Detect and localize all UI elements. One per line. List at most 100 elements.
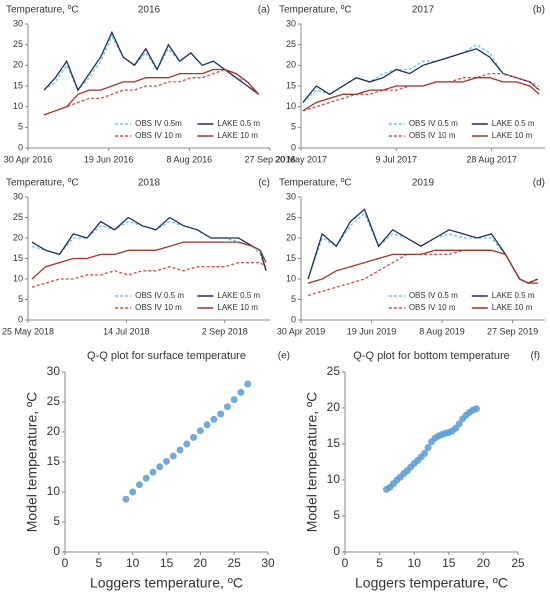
x-tick-label: 8 Aug 2016 [167, 154, 213, 164]
y-tick-label: 0 [291, 314, 296, 324]
y-tick-label: 0 [18, 314, 23, 324]
point [149, 468, 157, 476]
y-tick-label: 20 [286, 60, 296, 70]
series-line [302, 77, 540, 112]
x-tick-label: 25 May 2018 [2, 326, 54, 336]
point [237, 388, 245, 396]
x-tick-label: 20 [194, 556, 208, 570]
point [421, 449, 429, 457]
point [196, 427, 204, 435]
point [210, 415, 218, 423]
x-tick-label: 10 [408, 556, 422, 570]
x-tick-label: 20 [477, 556, 491, 570]
y-tick-label: 30 [13, 191, 23, 201]
y-tick-label: 0 [291, 142, 296, 152]
y-axis-label: Temperature, ºC [6, 178, 79, 189]
chart-title: 2019 [412, 178, 435, 189]
y-tick-label: 15 [327, 436, 341, 450]
x-axis-label: Loggers temperature, ºC [355, 575, 508, 591]
x-tick-label: 0 [342, 556, 349, 570]
panel-label: (c) [258, 178, 270, 189]
panel-label: (b) [533, 5, 545, 16]
y-tick-label: 5 [18, 122, 23, 132]
legend-label: LAKE 0.5 m [492, 291, 535, 300]
series-line [43, 68, 260, 116]
point [142, 474, 150, 482]
legend-label: OBS IV 0.5 m [409, 291, 458, 300]
y-tick-label: 5 [291, 122, 296, 132]
legend-label: LAKE 10 m [492, 131, 533, 140]
point [129, 488, 137, 496]
x-tick-label: 28 Aug 2017 [466, 154, 517, 164]
legend-label: OBS IV 0.5m [135, 119, 182, 128]
point [223, 403, 231, 411]
y-tick-label: 10 [286, 273, 296, 283]
panel-label: (d) [533, 178, 545, 189]
x-tick-label: 5 [376, 556, 383, 570]
legend-label: OBS IV 10 m [135, 303, 182, 312]
series-line [307, 249, 538, 284]
y-tick-label: 10 [13, 273, 23, 283]
point [472, 405, 480, 413]
y-tick-label: 20 [286, 232, 296, 242]
series-line [31, 241, 267, 280]
y-axis-label: Temperature, ºC [279, 178, 352, 189]
x-tick-label: 19 Jun 2019 [347, 326, 397, 336]
y-tick-label: 30 [13, 18, 23, 28]
point [135, 481, 143, 489]
chart-title: 2016 [138, 5, 161, 16]
y-tick-label: 20 [13, 232, 23, 242]
legend-label: LAKE 10 m [217, 303, 258, 312]
panel-label: (e) [278, 351, 290, 362]
series-line [31, 261, 267, 288]
x-tick-label: 30 [261, 556, 275, 570]
series-line [43, 30, 260, 95]
series-line [31, 216, 267, 271]
point [122, 495, 130, 503]
x-tick-label: 5 [95, 556, 102, 570]
legend-label: LAKE 10 m [217, 131, 258, 140]
y-tick-label: 10 [47, 484, 61, 498]
y-tick-label: 15 [47, 454, 61, 468]
x-axis-label: Loggers temperature, ºC [90, 575, 243, 591]
y-axis-label: Temperature, ºC [279, 5, 352, 16]
y-tick-label: 20 [47, 424, 61, 438]
y-tick-label: 25 [327, 364, 341, 378]
legend-label: OBS IV 0.5 m [409, 119, 458, 128]
legend-label: LAKE 10 m [492, 303, 533, 312]
y-axis-label: Model temperature, ºC [304, 392, 320, 533]
y-tick-label: 15 [13, 80, 23, 90]
x-tick-label: 15 [442, 556, 456, 570]
point [244, 380, 252, 388]
x-tick-label: 15 [160, 556, 174, 570]
legend-label: LAKE 0.5 m [217, 119, 260, 128]
point [455, 420, 463, 428]
x-tick-label: 10 [126, 556, 140, 570]
y-tick-label: 15 [13, 253, 23, 263]
x-tick-label: 30 Apr 2019 [277, 326, 326, 336]
y-axis-label: Model temperature, ºC [24, 392, 40, 533]
chart-title: 2018 [138, 178, 161, 189]
chart-title: 2017 [412, 5, 435, 16]
y-tick-label: 10 [327, 472, 341, 486]
point [163, 457, 170, 465]
legend-label: OBS IV 10 m [135, 131, 182, 140]
legend-label: LAKE 0.5 m [217, 291, 260, 300]
y-tick-label: 25 [13, 212, 23, 222]
series-line [307, 212, 539, 284]
legend-label: OBS IV 10 m [409, 131, 456, 140]
y-tick-label: 15 [286, 80, 296, 90]
y-tick-label: 25 [286, 212, 296, 222]
chart-title: Q-Q plot for bottom temperature [353, 350, 510, 362]
legend-label: OBS IV 10 m [409, 303, 456, 312]
series-line [307, 208, 539, 284]
point [203, 421, 211, 429]
series-line [43, 68, 260, 116]
point [183, 440, 191, 448]
x-tick-label: 27 Sep 2019 [487, 326, 538, 336]
x-tick-label: 25 [511, 556, 525, 570]
x-tick-label: 2 Sep 2018 [202, 326, 248, 336]
y-tick-label: 25 [47, 394, 61, 408]
y-tick-label: 10 [13, 101, 23, 111]
